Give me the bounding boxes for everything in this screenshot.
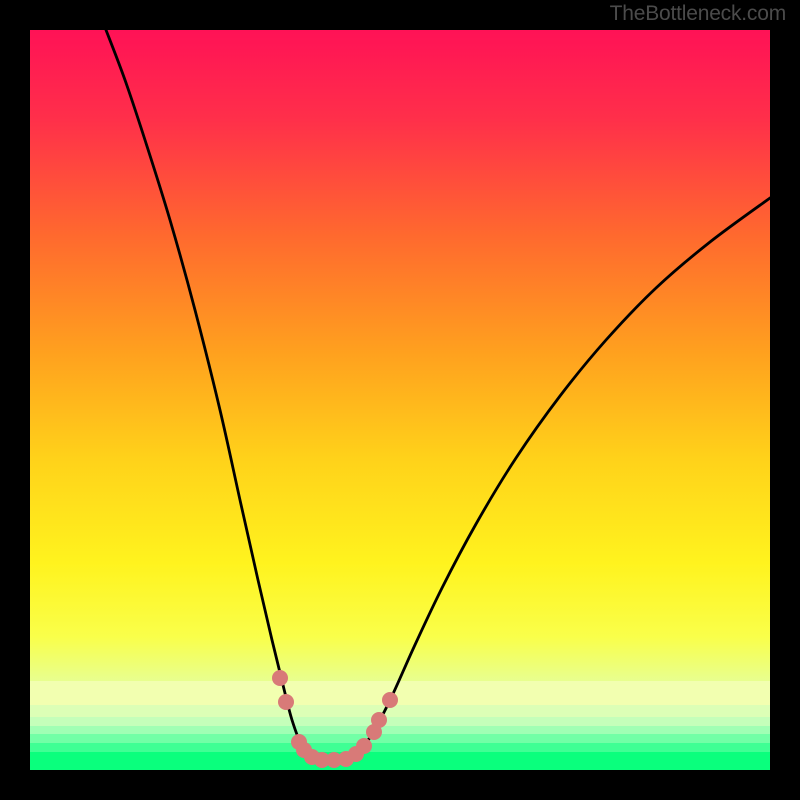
marker-point-11 — [371, 712, 387, 728]
marker-point-1 — [278, 694, 294, 710]
curve-left — [106, 30, 322, 761]
curve-right — [322, 198, 770, 761]
marker-point-0 — [272, 670, 288, 686]
curves-svg — [30, 30, 770, 770]
plot-area — [30, 30, 770, 770]
marker-point-12 — [382, 692, 398, 708]
marker-point-9 — [356, 738, 372, 754]
watermark-text: TheBottleneck.com — [610, 2, 786, 26]
chart-frame: TheBottleneck.com — [0, 0, 800, 800]
